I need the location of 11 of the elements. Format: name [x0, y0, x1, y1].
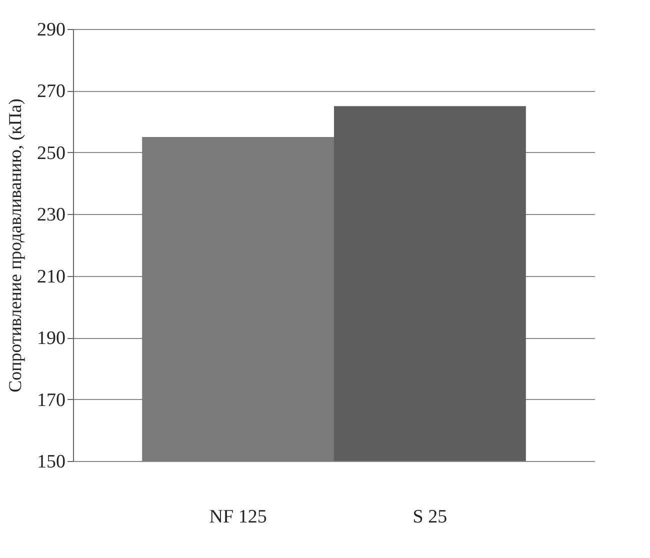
y-tick-label: 170 [37, 390, 66, 411]
y-axis-title: Сопротивление продавливанию, (кПа) [5, 98, 25, 392]
x-tick-label: NF 125 [209, 506, 267, 528]
y-tick-label: 230 [37, 204, 66, 226]
x-tick-label: S 25 [412, 506, 448, 528]
y-tick-label: 210 [37, 266, 66, 288]
y-tick-label: 250 [37, 142, 66, 164]
y-tick-label: 190 [37, 328, 66, 350]
y-tick-label: 150 [37, 452, 66, 472]
y-tick-label: 270 [37, 81, 66, 102]
y-tick-label: 290 [37, 20, 66, 40]
